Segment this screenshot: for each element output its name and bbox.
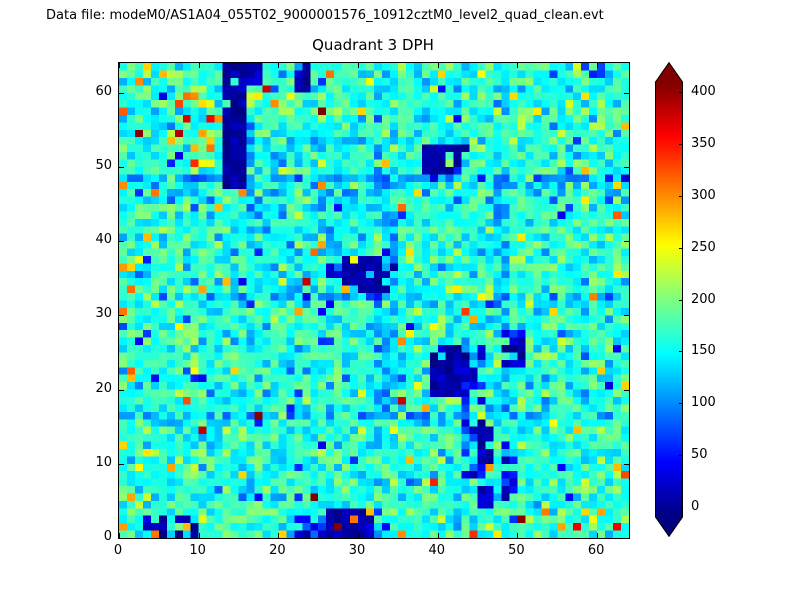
tick-mark xyxy=(517,63,519,68)
tick-mark xyxy=(198,63,200,68)
y-tick-label: 50 xyxy=(95,157,112,173)
x-tick-label: 50 xyxy=(508,543,525,558)
colorbar-tick-label: 50 xyxy=(691,446,708,462)
tick-mark xyxy=(517,533,519,538)
colorbar-tick-mark xyxy=(679,247,683,249)
tick-mark xyxy=(198,533,200,538)
colorbar-top-arrow xyxy=(655,62,683,82)
colorbar-outline xyxy=(655,62,683,537)
tick-mark xyxy=(119,241,124,243)
x-tick-label: 60 xyxy=(587,543,605,558)
colorbar-tick-label: 400 xyxy=(691,84,716,100)
colorbar-tick-label: 200 xyxy=(691,291,716,307)
colorbar-tick-mark xyxy=(679,506,683,508)
colorbar-border xyxy=(655,62,683,537)
x-tick-label: 0 xyxy=(113,543,123,558)
colorbar-tick-label: 350 xyxy=(691,136,716,152)
colorbar-tick-mark xyxy=(679,454,683,456)
heatmap-image xyxy=(119,63,629,538)
y-tick-label: 30 xyxy=(95,306,112,322)
tick-mark xyxy=(624,463,629,465)
tick-mark xyxy=(119,389,124,391)
tick-mark xyxy=(119,63,120,68)
colorbar-tick-label: 300 xyxy=(691,187,716,203)
tick-mark xyxy=(119,533,120,538)
tick-mark xyxy=(624,92,629,94)
tick-mark xyxy=(624,241,629,243)
tick-mark xyxy=(437,533,439,538)
tick-mark xyxy=(624,389,629,391)
tick-mark xyxy=(597,533,599,538)
heatmap-plot-area xyxy=(118,62,630,539)
tick-mark xyxy=(358,533,360,538)
y-tick-label: 20 xyxy=(95,380,112,396)
y-tick-label: 0 xyxy=(103,529,112,544)
tick-mark xyxy=(624,315,629,317)
x-tick-label: 30 xyxy=(348,543,366,558)
tick-mark xyxy=(437,63,439,68)
tick-mark xyxy=(597,63,599,68)
colorbar-tick-mark xyxy=(679,92,683,94)
tick-mark xyxy=(624,538,629,539)
colorbar-tick-mark xyxy=(679,195,683,197)
colorbar-tick-label: 250 xyxy=(691,239,716,255)
chart-title: Quadrant 3 DPH xyxy=(312,36,434,54)
tick-mark xyxy=(358,63,360,68)
colorbar-tick-mark xyxy=(679,299,683,301)
tick-mark xyxy=(624,166,629,168)
colorbar-tick-mark xyxy=(679,403,683,405)
x-tick-label: 20 xyxy=(269,543,286,558)
colorbar-tick-mark xyxy=(679,351,683,353)
tick-mark xyxy=(119,166,124,168)
y-tick-label: 40 xyxy=(95,232,112,248)
colorbar-tick-mark xyxy=(679,144,683,146)
x-tick-label: 40 xyxy=(428,543,446,558)
colorbar-tick-label: 150 xyxy=(691,343,716,359)
tick-mark xyxy=(119,463,124,465)
y-tick-label: 60 xyxy=(95,83,112,99)
tick-mark xyxy=(278,63,280,68)
tick-mark xyxy=(119,315,124,317)
tick-mark xyxy=(278,533,280,538)
x-tick-label: 10 xyxy=(189,543,206,558)
y-tick-label: 10 xyxy=(95,454,112,470)
colorbar-bottom-arrow xyxy=(655,517,683,537)
data-file-label: Data file: modeM0/AS1A04_055T02_90000015… xyxy=(46,8,604,23)
tick-mark xyxy=(119,538,124,539)
colorbar-tick-label: 100 xyxy=(691,395,716,411)
colorbar-gradient xyxy=(655,82,683,517)
colorbar-tick-label: 0 xyxy=(691,498,700,514)
tick-mark xyxy=(119,92,124,94)
